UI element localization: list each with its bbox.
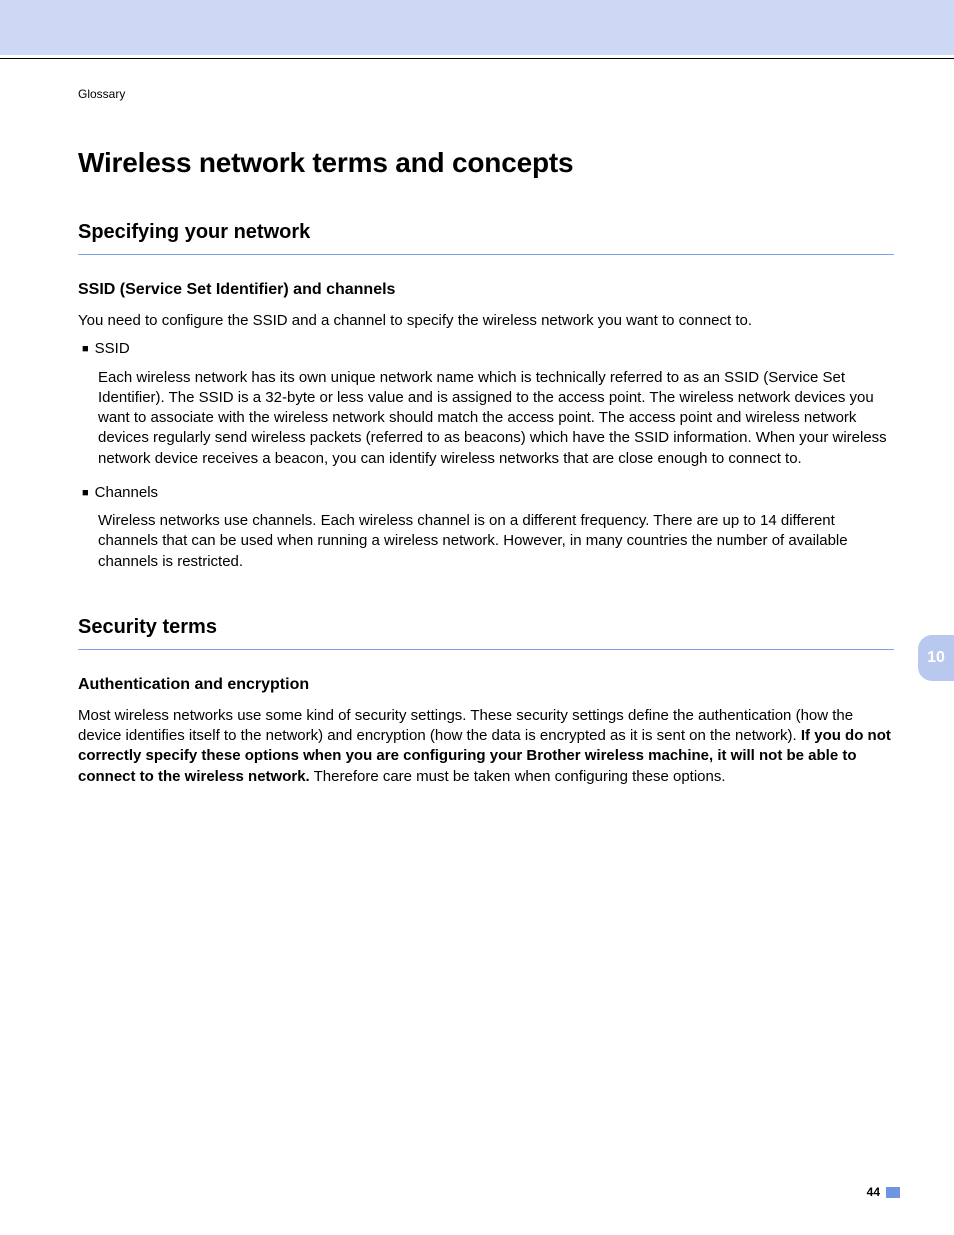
bullet-icon: ■ bbox=[82, 483, 89, 503]
chapter-tab: 10 bbox=[918, 635, 954, 681]
section-specifying-network: Specifying your network bbox=[78, 221, 894, 255]
page-number: 44 bbox=[867, 1185, 880, 1199]
section-security-terms: Security terms bbox=[78, 616, 894, 650]
auth-text-prefix: Most wireless networks use some kind of … bbox=[78, 707, 853, 744]
bullet-item-channels: ■ Channels bbox=[78, 483, 894, 503]
footer-mark-icon bbox=[886, 1187, 900, 1198]
page-footer: 44 bbox=[867, 1185, 900, 1199]
header-band bbox=[0, 0, 954, 55]
bullet-body-channels: Wireless networks use channels. Each wir… bbox=[98, 511, 894, 572]
auth-encryption-text: Most wireless networks use some kind of … bbox=[78, 706, 894, 787]
page-content: Glossary Wireless network terms and conc… bbox=[0, 59, 954, 787]
bullet-icon: ■ bbox=[82, 339, 89, 359]
subsection-ssid-channels: SSID (Service Set Identifier) and channe… bbox=[78, 281, 894, 299]
bullet-body-ssid: Each wireless network has its own unique… bbox=[98, 368, 894, 469]
page-title: Wireless network terms and concepts bbox=[78, 147, 894, 179]
bullet-label: SSID bbox=[95, 339, 130, 359]
auth-text-suffix: Therefore care must be taken when config… bbox=[310, 768, 726, 785]
bullet-label: Channels bbox=[95, 483, 158, 503]
intro-text: You need to configure the SSID and a cha… bbox=[78, 311, 894, 331]
chapter-number: 10 bbox=[927, 649, 945, 667]
bullet-item-ssid: ■ SSID bbox=[78, 339, 894, 359]
breadcrumb: Glossary bbox=[78, 87, 894, 101]
subsection-auth-encryption: Authentication and encryption bbox=[78, 676, 894, 694]
